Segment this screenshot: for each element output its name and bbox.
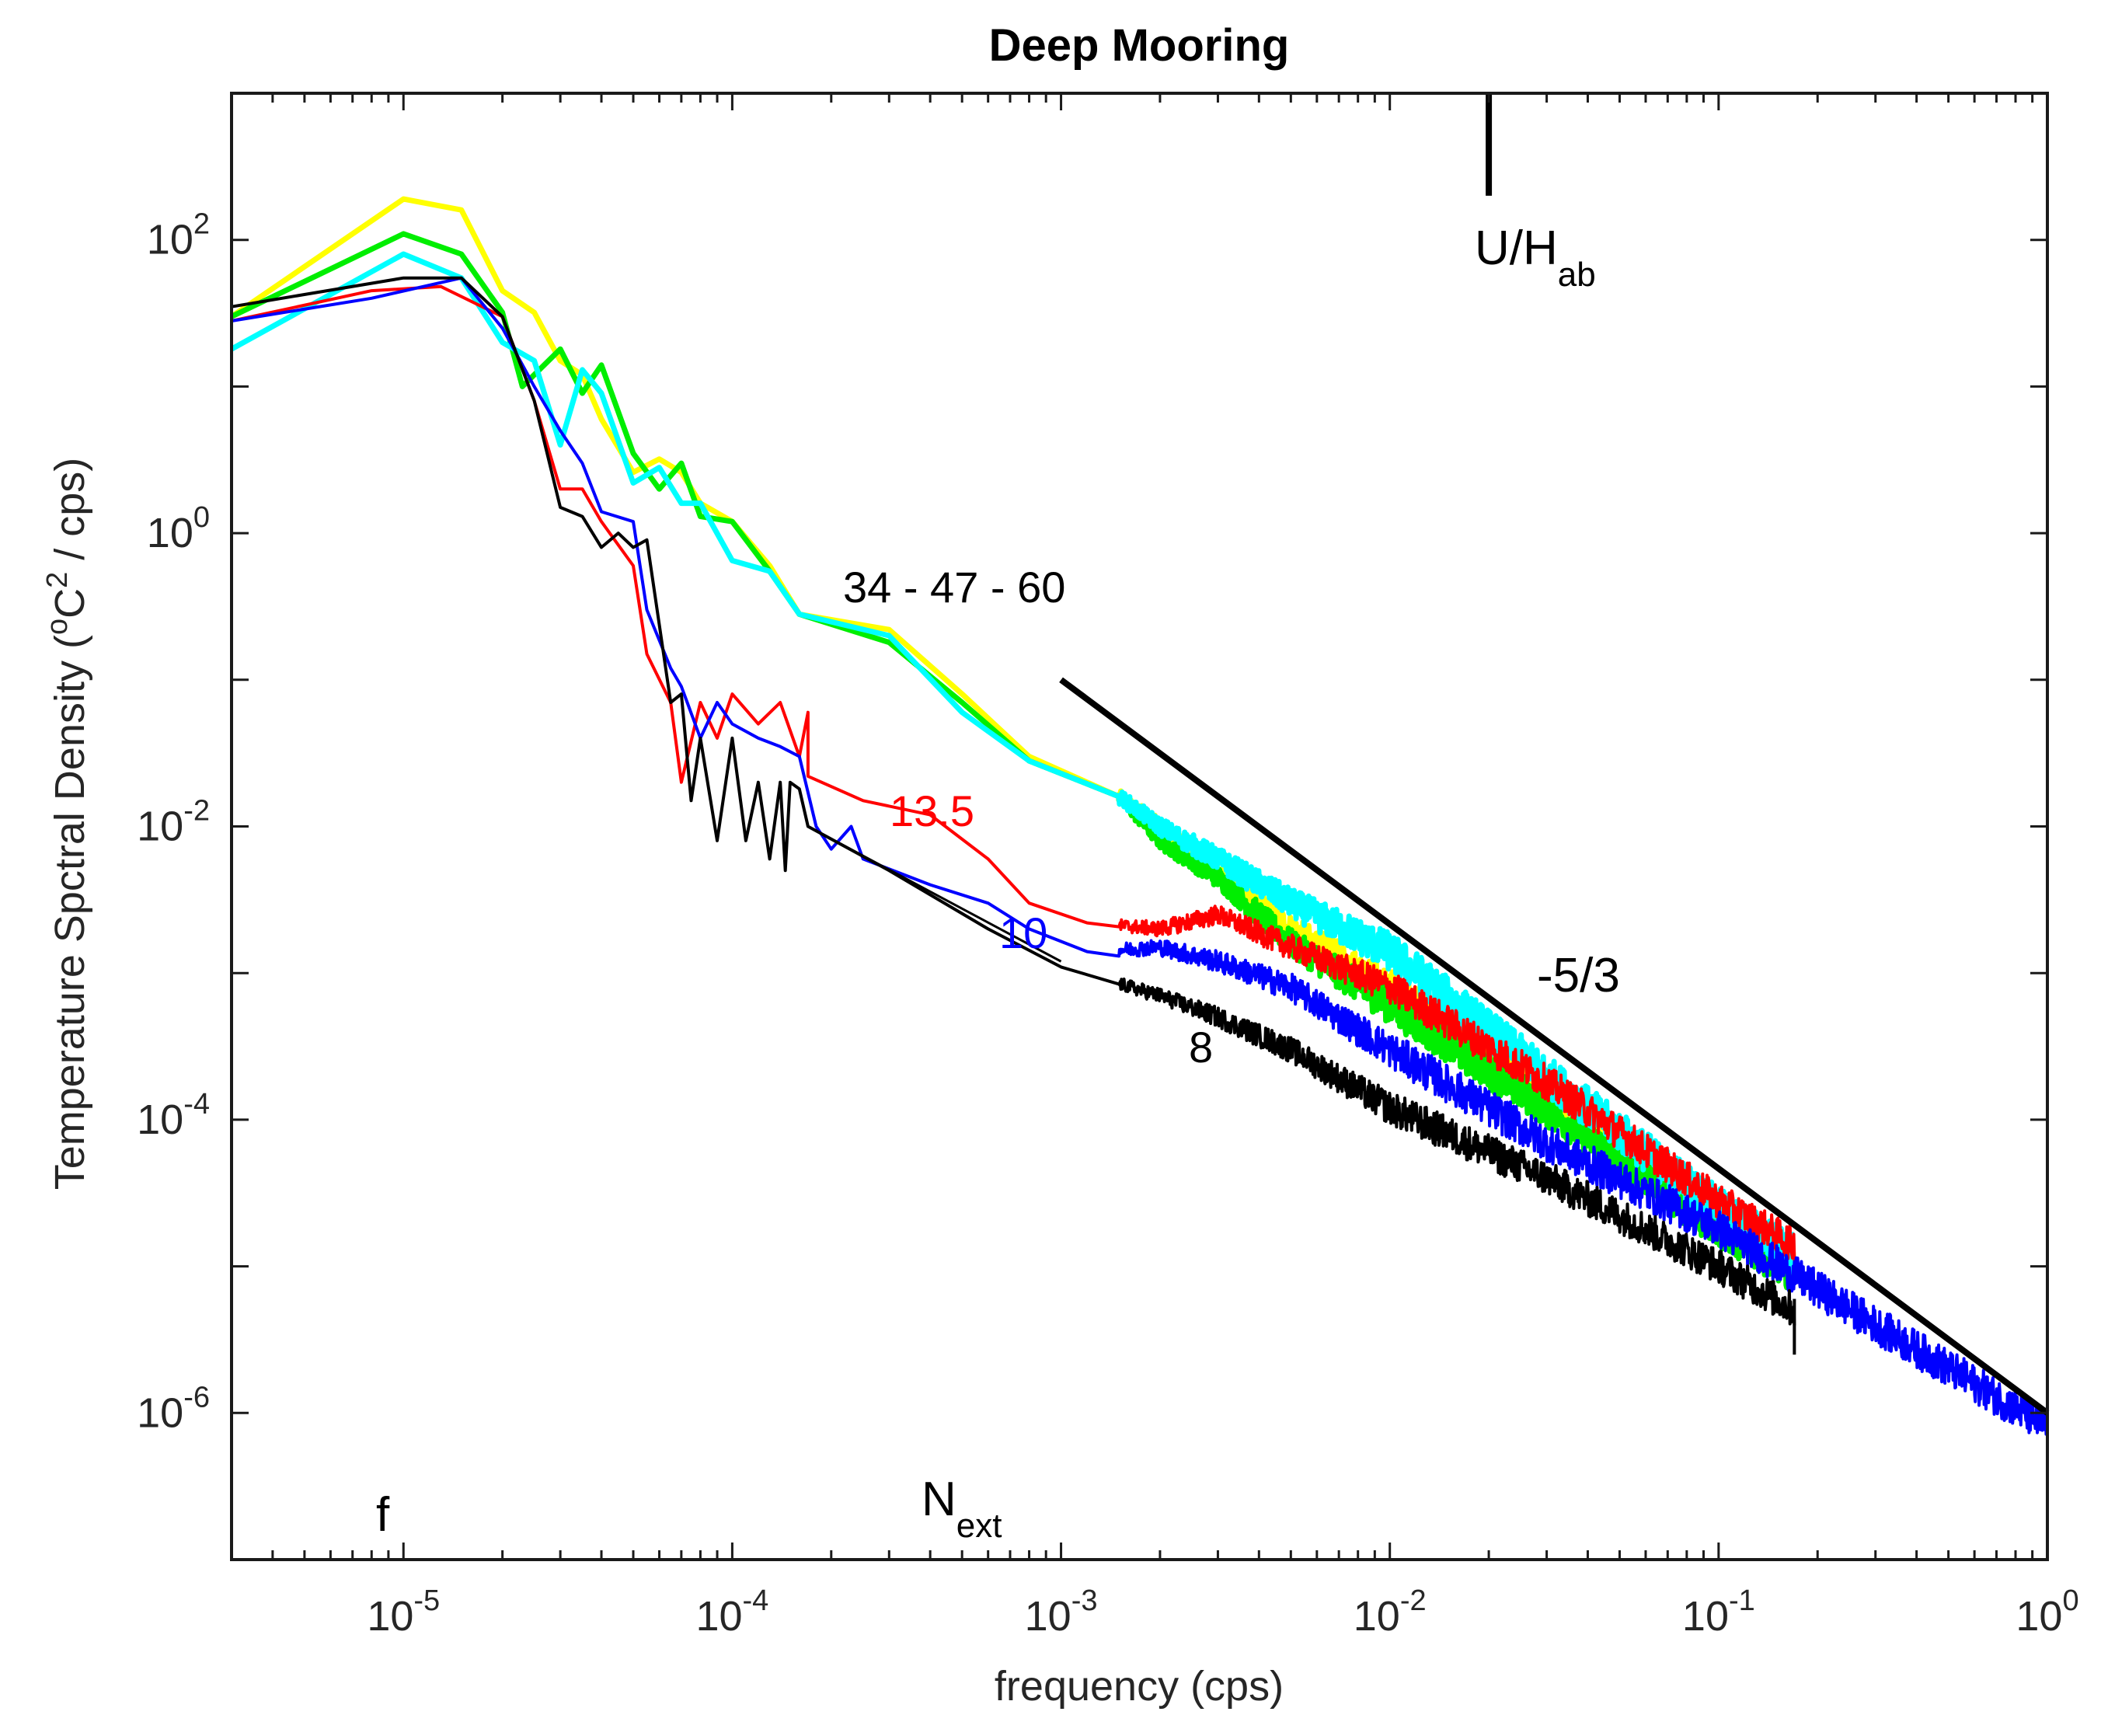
series-line-s10 <box>231 276 2049 1436</box>
x-tick-label: 100 <box>2016 1584 2078 1640</box>
n-ext-label: Next <box>922 1473 1002 1545</box>
slope-label: -5/3 <box>1537 949 1620 1002</box>
tick-layer: 10-5 10-4 10-3 10-2 10-1 10010210010-210-410-… <box>137 92 2079 1640</box>
ref-minus-5-3-line <box>1059 677 2050 1416</box>
chart-title: Deep Mooring <box>989 20 1290 71</box>
ref-thin-line <box>807 825 1062 963</box>
series-line-s13 <box>231 284 1796 1261</box>
annotation-red-label: 13.5 <box>890 786 974 835</box>
reference-layer <box>807 93 2050 1416</box>
y-tick-label: 100 <box>147 501 210 556</box>
series-line-s47 <box>230 231 1797 1291</box>
uh-label: U/Hab <box>1475 221 1596 294</box>
y-tick-label: 102 <box>147 208 210 263</box>
y-tick-label: 10-2 <box>137 795 210 850</box>
annotation-blue-label: 10 <box>999 908 1047 957</box>
series-line-s8 <box>231 276 1796 1326</box>
annotation-group-label: 34 - 47 - 60 <box>843 563 1065 612</box>
x-tick-label: 10-1 <box>1682 1584 1755 1640</box>
x-tick-label: 10-3 <box>1025 1584 1098 1640</box>
y-tick-label: 10-4 <box>137 1088 210 1143</box>
f-label: f <box>376 1488 390 1542</box>
x-axis-label: frequency (cps) <box>995 1663 1284 1710</box>
series-layer <box>230 196 2049 1436</box>
x-tick-label: 10-2 <box>1354 1584 1427 1640</box>
y-axis-label: Temperature Spctral Density (oC2 / cps) <box>41 458 93 1190</box>
x-tick-label: 10-5 <box>367 1584 440 1640</box>
x-tick-label: 10-4 <box>695 1584 768 1640</box>
y-tick-label: 10-6 <box>137 1381 210 1436</box>
annotation-black-label: 8 <box>1189 1023 1213 1072</box>
